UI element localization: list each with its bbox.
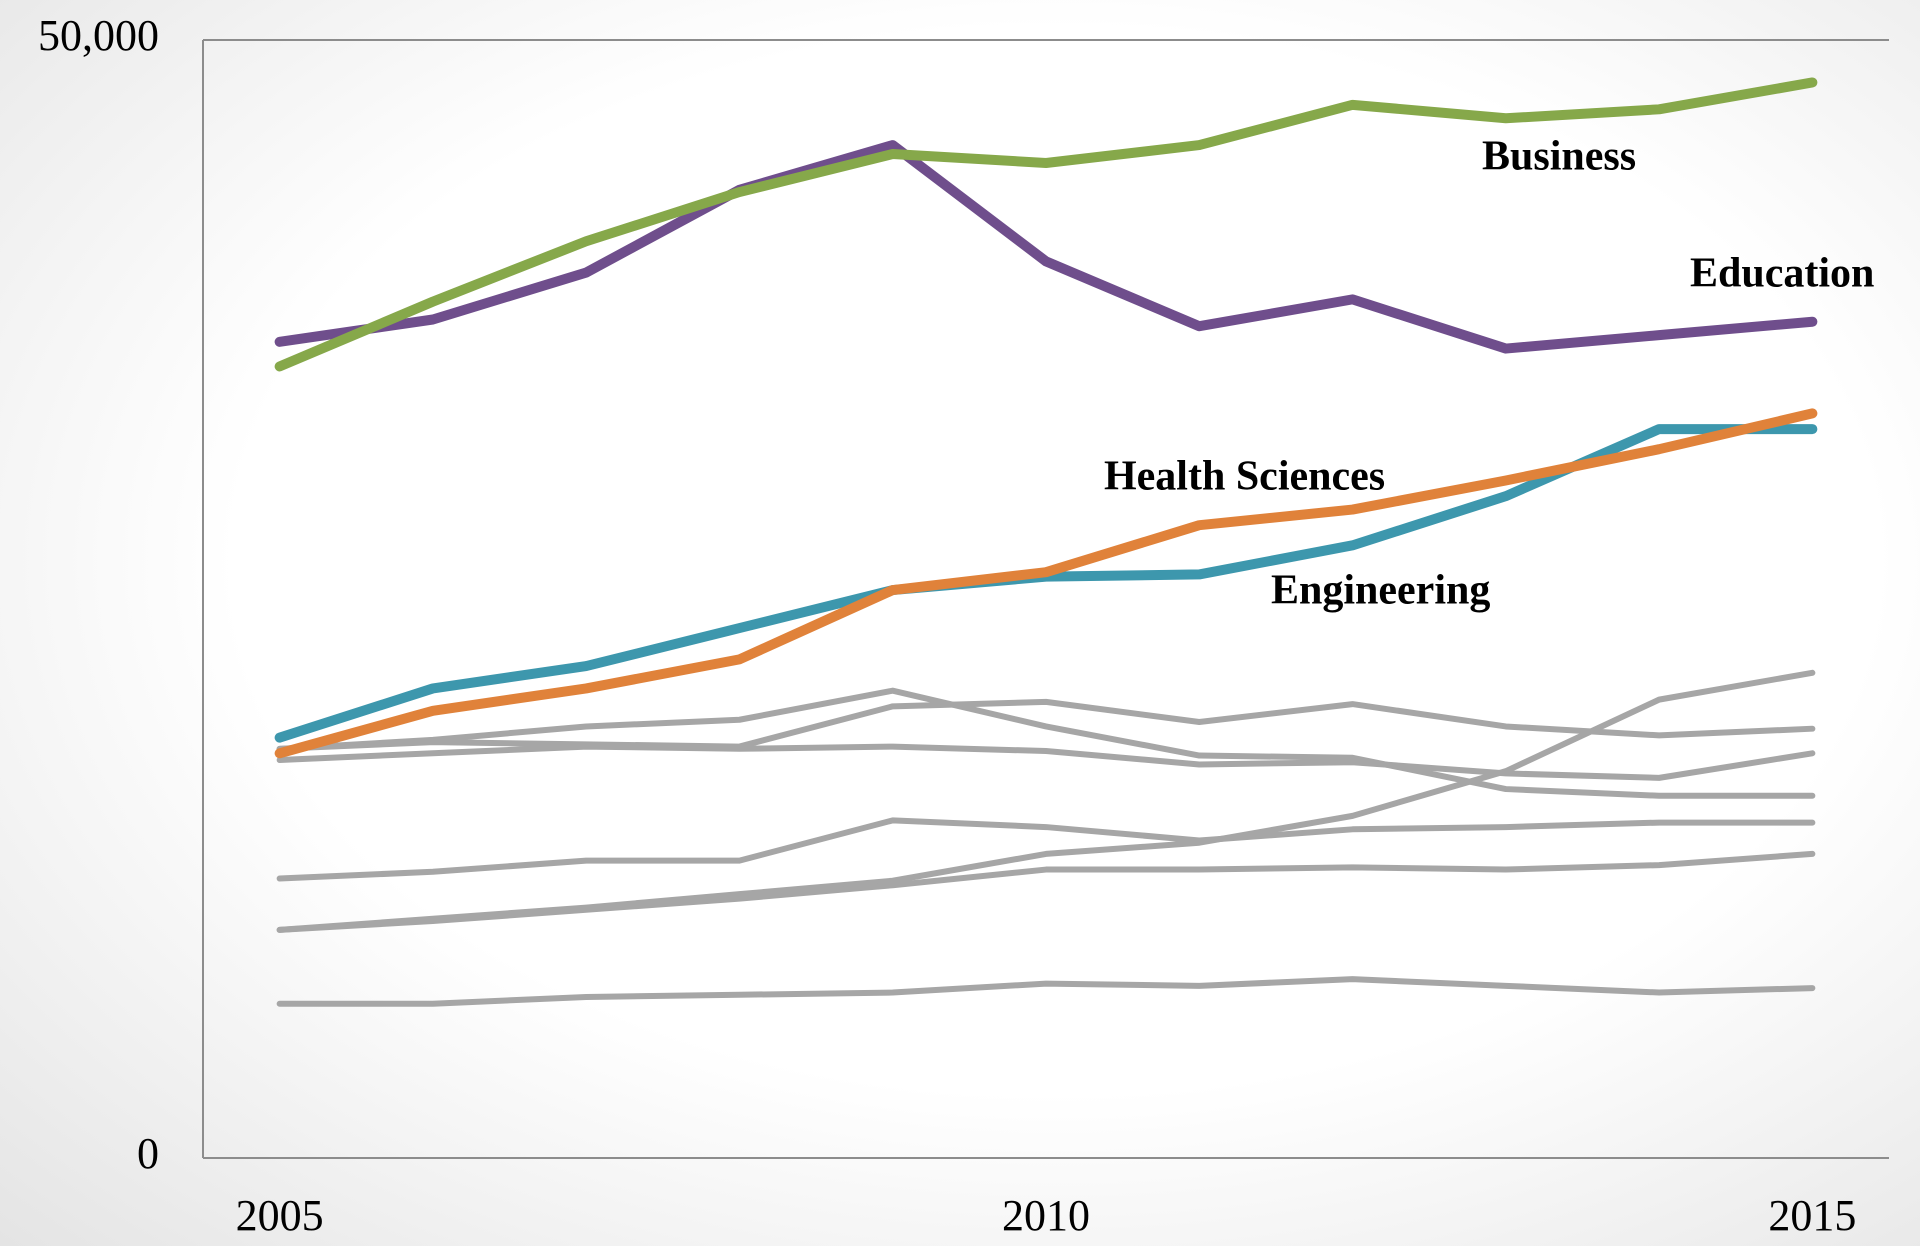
x-tick-label: 2005 [236,1191,324,1240]
y-tick-label: 50,000 [38,11,159,60]
series-line [276,817,1816,882]
series-line [276,669,1816,933]
series-label: Education [1690,251,1874,297]
y-tick-label: 0 [137,1129,159,1178]
series-label: Business [1482,134,1636,180]
series-line [274,140,1818,354]
series-line [276,687,1816,799]
series-line [276,743,1816,781]
series-line [276,976,1816,1007]
series-line [274,424,1818,743]
x-tick-label: 2015 [1768,1191,1856,1240]
x-tick-label: 2010 [1002,1191,1090,1240]
series-line [274,77,1818,372]
series-label: Engineering [1271,568,1490,614]
series-line [276,850,1816,933]
series-line [274,408,1818,759]
series-line [276,698,1816,752]
series-label: Health Sciences [1104,454,1385,500]
